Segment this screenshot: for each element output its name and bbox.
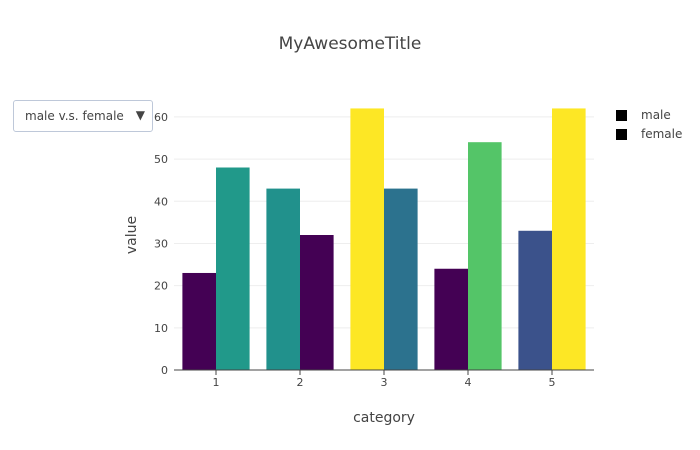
bar-male-3 (350, 108, 384, 370)
y-tick-label-60: 60 (154, 111, 168, 124)
bar-female-4 (468, 142, 502, 370)
chart-title: MyAwesomeTitle (278, 34, 422, 54)
x-axis-title: category (353, 410, 415, 426)
y-tick-label-30: 30 (154, 237, 168, 250)
y-tick-label-0: 0 (161, 364, 168, 377)
bar-male-1 (182, 272, 216, 370)
bar-male-4 (434, 268, 468, 370)
y-tick-label-40: 40 (154, 195, 168, 208)
y-tick-label-20: 20 (154, 280, 168, 293)
legend-swatch-female (616, 129, 627, 140)
legend-label-male: male (641, 108, 671, 122)
y-tick-label-10: 10 (154, 322, 168, 335)
x-tick-label-1: 1 (213, 376, 220, 389)
bar-female-3 (384, 188, 418, 370)
legend-swatch-male (616, 110, 627, 121)
y-axis-title: value (124, 216, 140, 254)
dropdown-selected-label: male v.s. female (25, 109, 124, 123)
bar-male-5 (518, 230, 552, 370)
y-tick-label-50: 50 (154, 153, 168, 166)
triangle-down-icon: ▼ (135, 108, 145, 122)
x-tick-label-3: 3 (381, 376, 388, 389)
bar-female-5 (552, 108, 586, 370)
x-tick-label-2: 2 (297, 376, 304, 389)
bar-male-2 (266, 188, 300, 370)
x-tick-label-5: 5 (549, 376, 556, 389)
legend-label-female: female (641, 127, 683, 141)
series-dropdown[interactable]: male v.s. female ▼ (13, 100, 153, 132)
bar-female-1 (216, 167, 250, 370)
x-tick-label-4: 4 (465, 376, 472, 389)
bar-female-2 (300, 235, 334, 370)
